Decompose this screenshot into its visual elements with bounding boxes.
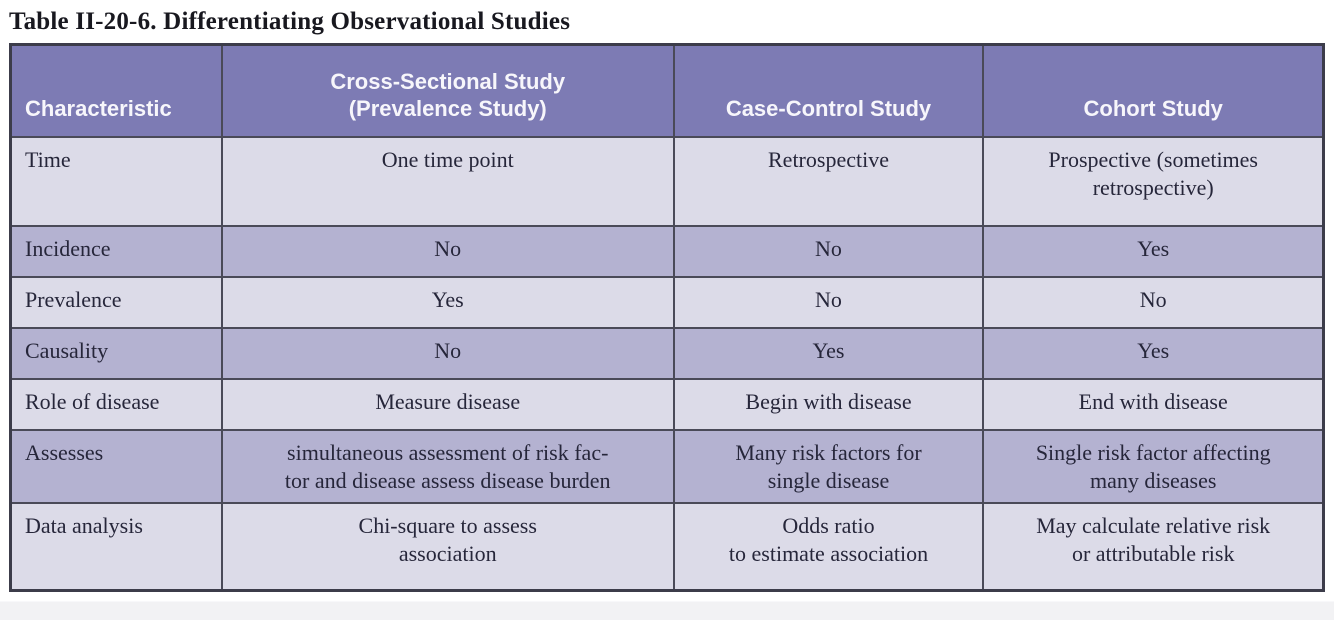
column-header-cohort-study: Cohort Study [982,43,1325,138]
column-header-characteristic: Characteristic [9,43,223,138]
cell-time-characteristic: Time [9,135,223,227]
cell-causality-cohort: Yes [982,326,1325,380]
cell-assesses-cross-sectional: simultaneous assessment of risk fac- tor… [220,428,675,504]
table-header-row: Characteristic Cross-Sectional Study (Pr… [9,43,1325,138]
table-row-incidence: Incidence No No Yes [9,224,1325,278]
cell-causality-case-control: Yes [672,326,985,380]
cell-assesses-case-control: Many risk factors for single disease [672,428,985,504]
cell-prevalence-characteristic: Prevalence [9,275,223,329]
cell-assesses-cohort: Single risk factor affecting many diseas… [982,428,1325,504]
cell-role-of-disease-case-control: Begin with disease [672,377,985,431]
table-row-data-analysis: Data analysis Chi-square to assess assoc… [9,501,1325,592]
cell-prevalence-cohort: No [982,275,1325,329]
table-row-assesses: Assesses simultaneous assessment of risk… [9,428,1325,504]
cell-data-analysis-cohort: May calculate relative risk or attributa… [982,501,1325,592]
cell-data-analysis-cross-sectional: Chi-square to assess association [220,501,675,592]
cell-role-of-disease-cohort: End with disease [982,377,1325,431]
cell-assesses-characteristic: Assesses [9,428,223,504]
cell-incidence-cohort: Yes [982,224,1325,278]
table-title: Table II-20-6. Differentiating Observati… [9,8,571,35]
cell-data-analysis-characteristic: Data analysis [9,501,223,592]
cell-prevalence-cross-sectional: Yes [220,275,675,329]
cell-causality-cross-sectional: No [220,326,675,380]
cell-causality-characteristic: Causality [9,326,223,380]
cell-incidence-characteristic: Incidence [9,224,223,278]
table-row-prevalence: Prevalence Yes No No [9,275,1325,329]
table-row-time: Time One time point Retrospective Prospe… [9,135,1325,227]
cell-prevalence-case-control: No [672,275,985,329]
table-row-role-of-disease: Role of disease Measure disease Begin wi… [9,377,1325,431]
cell-incidence-cross-sectional: No [220,224,675,278]
cell-time-cohort: Prospective (sometimes retrospective) [982,135,1325,227]
column-header-cross-sectional-study: Cross-Sectional Study (Prevalence Study) [220,43,675,138]
observational-studies-table: Characteristic Cross-Sectional Study (Pr… [9,43,1325,593]
column-header-case-control-study: Case-Control Study [672,43,985,138]
cell-data-analysis-case-control: Odds ratio to estimate association [672,501,985,592]
table-row-causality: Causality No Yes Yes [9,326,1325,380]
cell-time-case-control: Retrospective [672,135,985,227]
cell-time-cross-sectional: One time point [220,135,675,227]
cell-role-of-disease-characteristic: Role of disease [9,377,223,431]
cell-incidence-case-control: No [672,224,985,278]
cell-role-of-disease-cross-sectional: Measure disease [220,377,675,431]
